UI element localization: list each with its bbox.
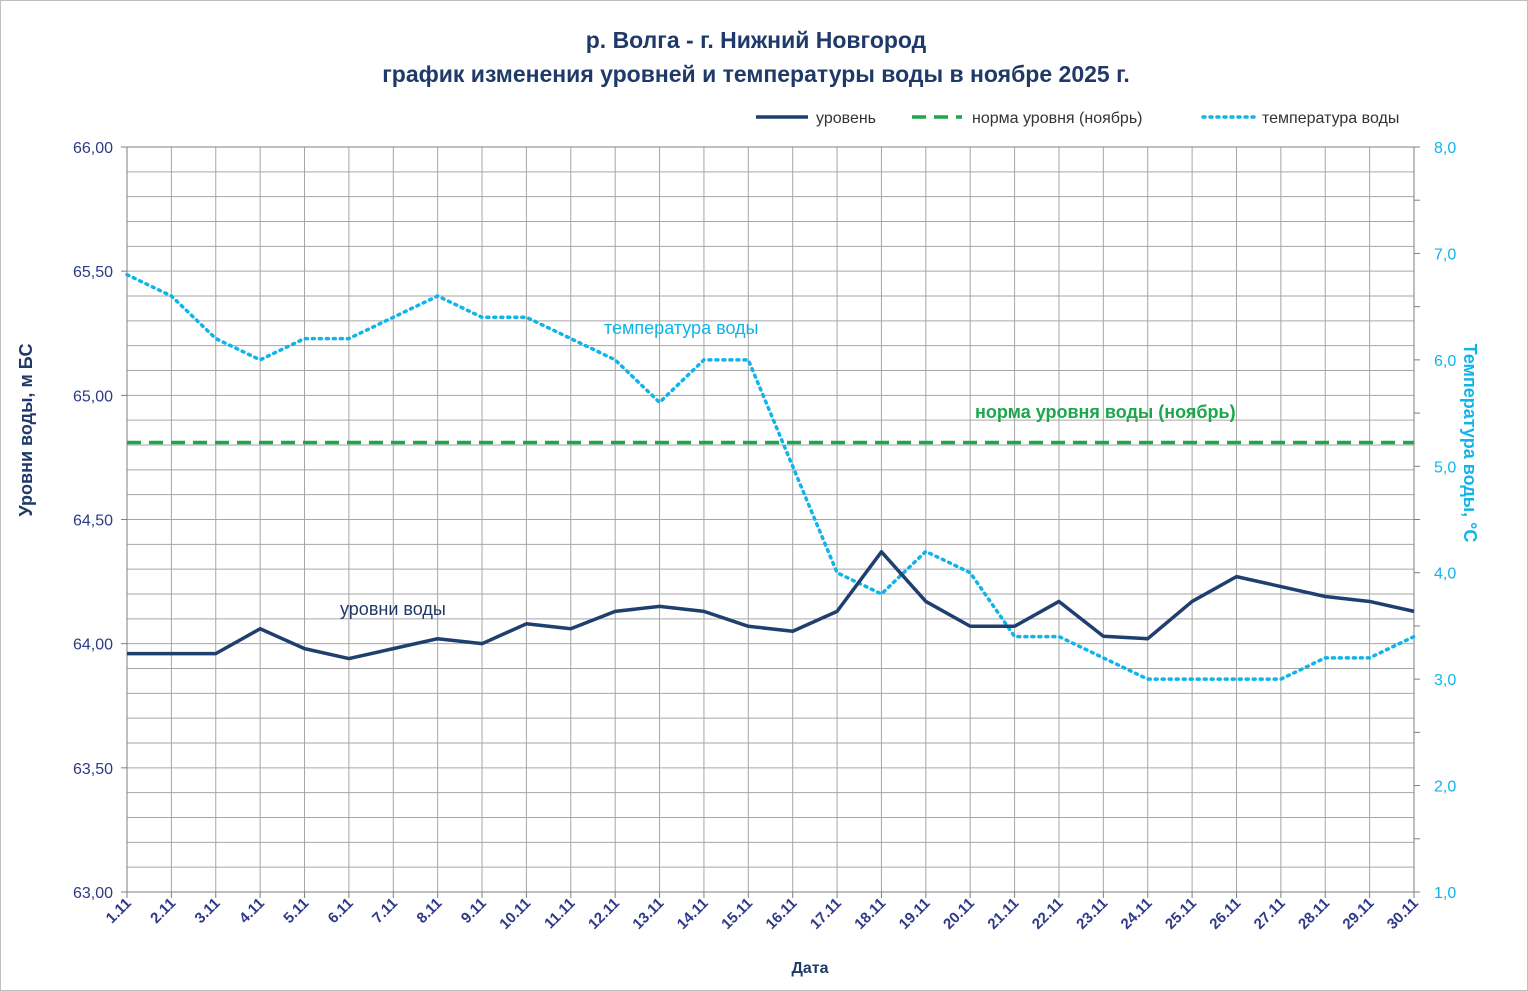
tick-label-left: 64,00 (73, 637, 113, 654)
y-axis-left: 63,00 63,50 64,00 64,50 65,00 65,50 66,00 (73, 140, 127, 902)
series-line-level (127, 550, 1415, 661)
chart-title-line2: график изменения уровней и температуры в… (382, 61, 1130, 87)
tick-label-right: 7,0 (1434, 246, 1456, 263)
tick-label-left: 66,00 (73, 140, 113, 157)
legend-label-level: уровень (816, 110, 876, 127)
tick-label-right: 6,0 (1434, 353, 1456, 370)
y-axis-right-title: Температура воды, °С (1460, 344, 1480, 543)
y-axis-right: 1,0 2,0 3,0 4,0 5,0 6,0 7,0 8,0 (1414, 140, 1456, 902)
tick-label-left: 65,50 (73, 264, 113, 281)
series-line-temperature (125, 272, 1416, 681)
annotation-temperature: температура воды (604, 318, 759, 338)
annotation-level: уровни воды (340, 599, 446, 619)
annotation-norm: норма уровня воды (ноябрь) (975, 402, 1236, 422)
tick-label-right: 1,0 (1434, 885, 1456, 902)
tick-label-right: 5,0 (1434, 459, 1456, 476)
y-axis-left-title: Уровни воды, м БС (16, 344, 36, 517)
legend-label-temperature: температура воды (1262, 110, 1399, 127)
tick-label-left: 63,00 (73, 885, 113, 902)
legend-label-norm: норма уровня (ноябрь) (972, 110, 1143, 127)
chart-title-line1: р. Волга - г. Нижний Новгород (586, 27, 927, 53)
tick-label-left: 64,50 (73, 513, 113, 530)
tick-label-right: 8,0 (1434, 140, 1456, 157)
series-layer (125, 272, 1416, 681)
legend: уровень норма уровня (ноябрь) температур… (756, 110, 1399, 127)
tick-label-right: 4,0 (1434, 566, 1456, 583)
x-axis-title: Дата (791, 960, 828, 977)
tick-label-right: 2,0 (1434, 779, 1456, 796)
tick-label-left: 65,00 (73, 388, 113, 405)
tick-label-right: 3,0 (1434, 672, 1456, 689)
tick-label-left: 63,50 (73, 761, 113, 778)
